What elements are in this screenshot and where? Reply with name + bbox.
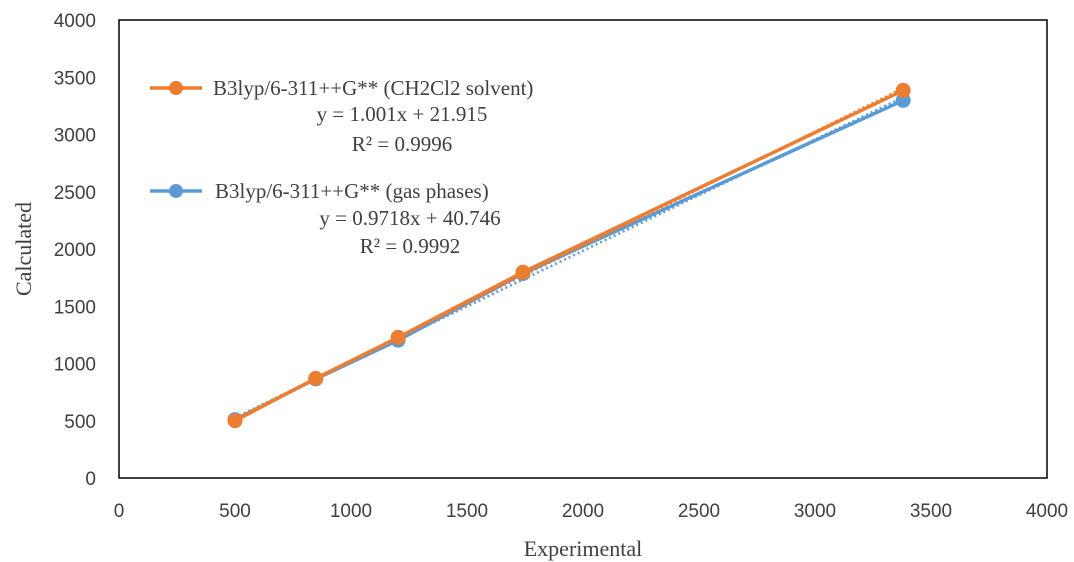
y-tick-label: 0 — [85, 469, 96, 490]
data-point-solvent — [227, 413, 243, 429]
x-tick-label: 1500 — [446, 501, 488, 522]
y-tick-label: 2000 — [54, 240, 96, 261]
data-point-solvent — [515, 264, 531, 280]
plot-frame — [118, 19, 1048, 479]
x-tick-label: 0 — [114, 501, 125, 522]
trendline-solvent — [234, 86, 904, 420]
y-tick-label: 4000 — [54, 11, 96, 32]
x-tick-label: 4000 — [1026, 501, 1068, 522]
y-tick-label: 3500 — [54, 68, 96, 89]
equation-gas: y = 0.9718x + 40.746 — [319, 206, 500, 230]
series-solvent — [227, 82, 911, 429]
x-tick-label: 2500 — [678, 501, 720, 522]
y-tick-label: 2500 — [54, 183, 96, 204]
legend-entry-solvent: B3lyp/6-311++G** (CH2Cl2 solvent) — [150, 76, 533, 100]
legend-entry-gas: B3lyp/6-311++G** (gas phases) — [150, 179, 489, 203]
x-tick-label: 1000 — [330, 501, 372, 522]
legend-label-gas: B3lyp/6-311++G** (gas phases) — [215, 179, 489, 203]
data-point-solvent — [895, 82, 911, 98]
legend: B3lyp/6-311++G** (CH2Cl2 solvent) y = 1.… — [150, 76, 533, 258]
y-axis-title: Calculated — [11, 202, 36, 296]
equation-solvent: y = 1.001x + 21.915 — [317, 102, 488, 126]
x-tick-label: 3000 — [794, 501, 836, 522]
legend-label-solvent: B3lyp/6-311++G** (CH2Cl2 solvent) — [213, 76, 533, 100]
r2-solvent: R² = 0.9996 — [352, 132, 452, 156]
x-tick-label: 3500 — [910, 501, 952, 522]
y-axis-ticks: 0 500 1000 1500 2000 2500 3000 3500 4000 — [54, 11, 96, 490]
x-axis-title: Experimental — [524, 536, 643, 561]
legend-marker-gas — [169, 184, 183, 198]
y-tick-label: 1000 — [54, 355, 96, 376]
x-tick-label: 2000 — [562, 501, 604, 522]
legend-marker-solvent — [169, 81, 183, 95]
x-tick-label: 500 — [219, 501, 251, 522]
r2-gas: R² = 0.9992 — [360, 234, 460, 258]
y-tick-label: 500 — [64, 412, 96, 433]
plot-layer — [227, 82, 911, 429]
series-line-gas — [234, 98, 904, 422]
data-point-solvent — [308, 370, 324, 386]
y-tick-label: 3000 — [54, 126, 96, 147]
x-axis-ticks: 0 500 1000 1500 2000 2500 3000 3500 4000 — [114, 501, 1068, 522]
y-tick-label: 1500 — [54, 297, 96, 318]
series-gas — [227, 92, 911, 428]
trendline-gas — [234, 96, 904, 419]
data-point-solvent — [390, 329, 406, 345]
